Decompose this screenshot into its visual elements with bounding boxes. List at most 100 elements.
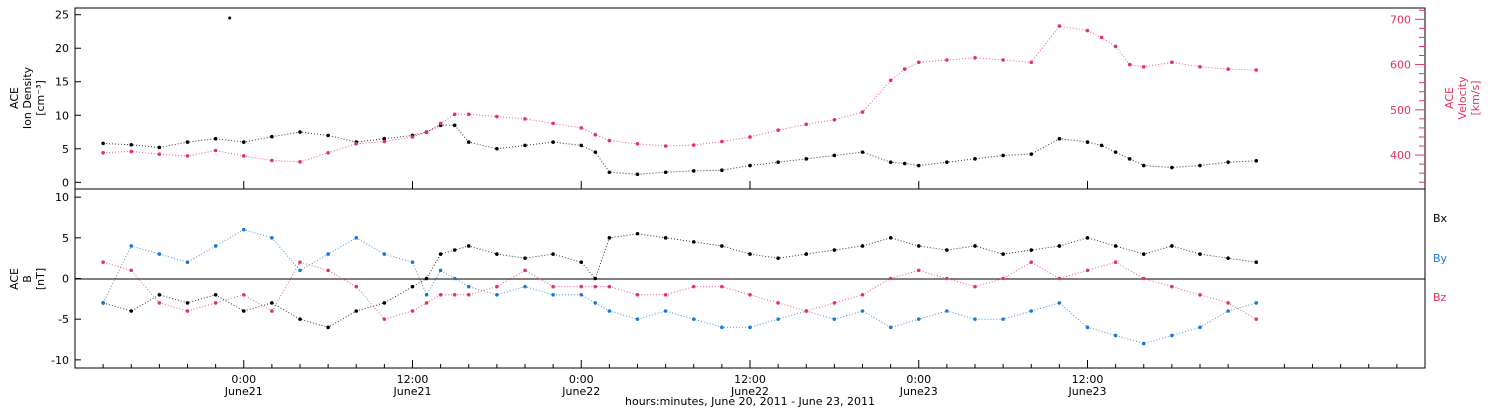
velocity-point bbox=[551, 121, 555, 126]
velocity-point-trace bbox=[103, 25, 1257, 163]
field-by-point bbox=[157, 252, 162, 256]
velocity-point bbox=[466, 112, 471, 117]
field-tick-label: -10 bbox=[51, 354, 69, 367]
density-point bbox=[593, 150, 598, 154]
velocity-tick-label: 400 bbox=[1390, 149, 1411, 162]
field-bx-point bbox=[691, 240, 696, 244]
density-point bbox=[1099, 143, 1104, 148]
density-point bbox=[157, 145, 162, 150]
velocity-point bbox=[452, 112, 457, 117]
velocity-point bbox=[888, 78, 893, 83]
field-legend: Bx By Bz bbox=[1433, 212, 1448, 304]
density-point bbox=[748, 163, 752, 168]
density-tick-label: 15 bbox=[55, 76, 69, 89]
velocity-point bbox=[1127, 62, 1132, 67]
velocity-point bbox=[410, 135, 415, 139]
velocity-axis-label-line1: ACE bbox=[1443, 87, 1456, 109]
field-by-point bbox=[1141, 341, 1146, 346]
field-bx-point bbox=[804, 252, 809, 256]
field-by-point bbox=[832, 317, 837, 321]
field-by-point bbox=[382, 252, 387, 256]
field-bz-point bbox=[916, 268, 921, 273]
field-by-point bbox=[495, 292, 499, 297]
density-point bbox=[832, 153, 837, 158]
x-tick-label-time: 12:00 bbox=[397, 373, 429, 386]
field-bz-point bbox=[129, 268, 134, 273]
velocity-point bbox=[593, 132, 598, 137]
field-bx-point bbox=[185, 301, 190, 305]
x-axis-title: hours:minutes, June 20, 2011 - June 23, … bbox=[625, 395, 875, 408]
velocity-point bbox=[579, 126, 584, 130]
velocity-point bbox=[902, 67, 907, 71]
field-bz-point bbox=[466, 292, 471, 297]
field-bx-point bbox=[748, 252, 752, 256]
field-bx-point bbox=[1001, 252, 1005, 256]
density-point bbox=[663, 170, 668, 175]
velocity-point bbox=[776, 128, 780, 132]
field-tick-label: 0 bbox=[62, 273, 69, 286]
field-by-point bbox=[663, 309, 668, 313]
field-tick-label: 5 bbox=[62, 232, 69, 245]
density-point bbox=[1113, 150, 1118, 154]
density-axis-label-line3: [cm⁻³] bbox=[34, 80, 47, 116]
field-bz-point bbox=[298, 260, 302, 265]
x-tick-label-date: June23 bbox=[899, 385, 938, 398]
field-bz-point bbox=[438, 292, 443, 297]
density-point bbox=[860, 150, 865, 154]
velocity-axis-label-line3: [km/s] bbox=[1469, 80, 1482, 115]
density-point bbox=[1170, 165, 1174, 170]
x-tick-label-date: June22 bbox=[561, 385, 600, 398]
field-bz-point bbox=[635, 292, 640, 297]
field-by-point bbox=[888, 325, 893, 330]
density-point bbox=[213, 136, 218, 141]
density-axis-label: ACE Ion Density [cm⁻³] bbox=[8, 66, 47, 129]
field-bx-point bbox=[1170, 244, 1174, 248]
field-bz-point bbox=[382, 317, 387, 321]
density-point-trace bbox=[103, 124, 1257, 175]
field-by-point bbox=[776, 317, 780, 321]
field-bz-point bbox=[945, 276, 949, 281]
density-point bbox=[129, 142, 134, 147]
density-axis-label-line2: Ion Density bbox=[21, 66, 34, 129]
velocity-point bbox=[354, 141, 359, 146]
field-bz-point bbox=[1170, 284, 1174, 289]
field-bx-point bbox=[888, 236, 893, 240]
field-bx-point bbox=[241, 309, 246, 313]
field-bz-point bbox=[579, 284, 584, 289]
field-by-point bbox=[691, 317, 696, 321]
density-point bbox=[1029, 152, 1034, 156]
velocity-point bbox=[748, 135, 752, 139]
field-by-point bbox=[635, 317, 640, 321]
density-outlier-point bbox=[228, 16, 232, 20]
field-bz-point bbox=[804, 309, 809, 313]
x-tick-label-time: 12:00 bbox=[1072, 373, 1104, 386]
density-point bbox=[691, 169, 696, 173]
field-by-point bbox=[298, 268, 302, 273]
velocity-point bbox=[1057, 24, 1062, 28]
field-bx-point bbox=[945, 248, 949, 252]
velocity-axis-label: ACE Velocity [km/s] bbox=[1443, 76, 1482, 120]
density-axis-label-line1: ACE bbox=[8, 87, 21, 109]
field-by-point bbox=[1254, 301, 1259, 305]
field-bx-point bbox=[523, 256, 527, 260]
field-bx-point bbox=[1113, 244, 1118, 248]
field-by-point bbox=[1113, 333, 1118, 338]
x-tick-label-time: 0:00 bbox=[569, 373, 594, 386]
velocity-tick-label: 600 bbox=[1390, 59, 1411, 72]
field-bx-point bbox=[776, 256, 780, 260]
chart-marks: 0510152025400500600700-10-505100:00June2… bbox=[51, 9, 1425, 398]
velocity-point bbox=[1226, 67, 1230, 71]
field-bx-point bbox=[1029, 248, 1034, 252]
density-point bbox=[1085, 140, 1090, 144]
velocity-tick-label: 500 bbox=[1390, 104, 1411, 117]
density-point bbox=[551, 140, 555, 144]
field-tick-label: -5 bbox=[58, 313, 69, 326]
density-point bbox=[888, 160, 893, 164]
top-panel-frame bbox=[74, 7, 1426, 190]
field-bz-point bbox=[888, 276, 893, 281]
field-axis-label-line2: B bbox=[21, 275, 34, 283]
velocity-point bbox=[691, 143, 696, 147]
field-bx-point bbox=[452, 248, 457, 252]
field-bx-point-trace bbox=[102, 233, 1257, 328]
